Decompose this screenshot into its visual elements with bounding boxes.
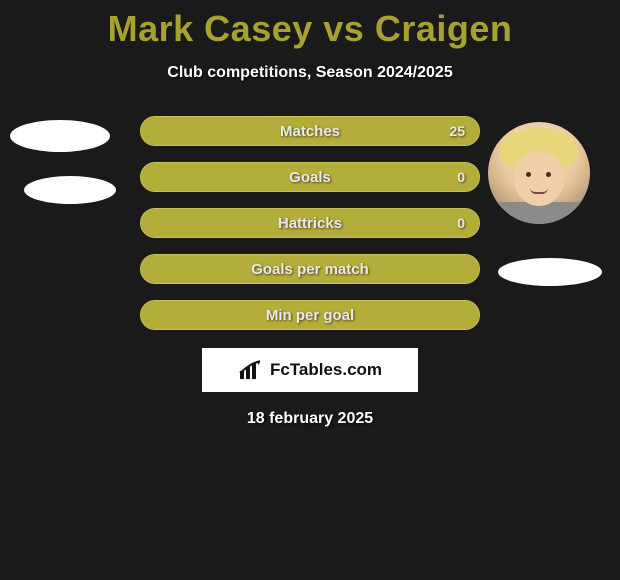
avatar-eye-right [546,172,551,177]
avatar-eye-left [526,172,531,177]
avatar-face [488,122,590,224]
stat-value: 0 [457,215,465,231]
stat-label: Goals per match [251,261,369,278]
stat-label: Matches [280,123,340,140]
avatar-skin [514,152,564,206]
date-text: 18 february 2025 [0,410,620,428]
right-avatar-ellipse [498,258,602,286]
left-avatar-ellipse-1 [10,120,110,152]
page-subtitle: Club competitions, Season 2024/2025 [0,64,620,82]
stat-row-hattricks: Hattricks 0 [140,208,480,238]
brand-text: FcTables.com [270,360,382,380]
stat-row-min-per-goal: Min per goal [140,300,480,330]
stat-row-goals: Goals 0 [140,162,480,192]
stat-label: Hattricks [278,215,342,232]
brand-badge: FcTables.com [202,348,418,392]
stat-label: Goals [289,169,331,186]
right-player-avatar [488,122,590,224]
stat-row-goals-per-match: Goals per match [140,254,480,284]
bar-chart-icon [238,359,264,381]
stat-value: 0 [457,169,465,185]
stats-block: Matches 25 Goals 0 Hattricks 0 Goals per… [140,116,480,330]
left-avatar-ellipse-2 [24,176,116,204]
page-title: Mark Casey vs Craigen [0,8,620,50]
stat-row-matches: Matches 25 [140,116,480,146]
stat-value: 25 [449,123,465,139]
stat-label: Min per goal [266,307,354,324]
